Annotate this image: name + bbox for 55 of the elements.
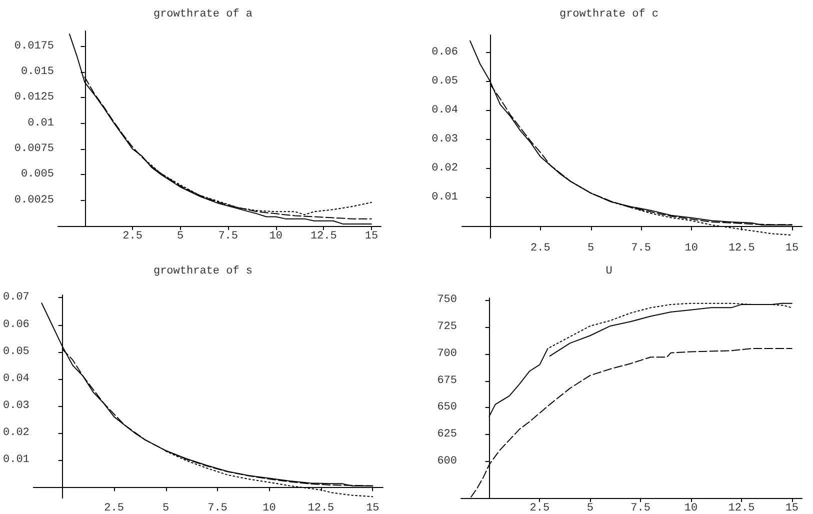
y-tick-label: 0.01: [3, 454, 30, 466]
y-tick-label: 675: [437, 374, 457, 387]
x-tick-label: 15: [366, 502, 380, 514]
y-tick-label: 0.02: [432, 162, 458, 174]
y-tick-label: 0.0125: [14, 92, 54, 104]
y-tick-label: 0.015: [20, 66, 54, 78]
y-tick-label: 0.01: [28, 117, 54, 130]
y-tick-label: 0.03: [3, 400, 30, 412]
y-tick-label: 0.06: [432, 46, 458, 58]
x-tick-label: 5: [162, 502, 170, 514]
y-tick-label: 0.01: [432, 191, 458, 204]
y-tick-label: 0.03: [432, 133, 458, 146]
x-tick-label: 2.5: [122, 230, 142, 242]
x-tick-label: 10: [269, 230, 282, 242]
x-tick-label: 2.5: [530, 502, 550, 514]
y-tick-label: 625: [437, 428, 457, 441]
y-tick-label: 700: [437, 348, 457, 360]
y-tick-label: 725: [437, 321, 457, 334]
y-tick-label: 750: [437, 294, 457, 306]
x-tick-label: 2.5: [104, 502, 124, 514]
x-tick-label: 5: [587, 242, 594, 254]
y-tick-label: 0.04: [432, 104, 458, 116]
x-tick-label: 7.5: [630, 502, 650, 514]
y-tick-label: 0.07: [3, 292, 30, 304]
x-tick-label: 7.5: [218, 230, 238, 242]
x-tick-label: 2.5: [530, 242, 550, 254]
y-tick-label: 0.0175: [14, 40, 54, 52]
x-tick-label: 5: [177, 230, 184, 242]
y-tick-label: 650: [437, 402, 457, 414]
y-tick-label: 0.05: [432, 75, 458, 88]
y-tick-label: 0.05: [3, 346, 30, 358]
x-tick-label: 10: [684, 242, 698, 254]
x-tick-label: 7.5: [631, 242, 651, 254]
y-tick-label: 600: [437, 455, 457, 468]
y-tick-label: 0.06: [3, 318, 30, 331]
x-tick-label: 12.5: [728, 242, 755, 254]
x-tick-label: 12.5: [308, 502, 334, 514]
x-tick-label: 10: [684, 502, 698, 514]
y-tick-label: 0.0025: [14, 194, 54, 206]
x-tick-label: 12.5: [310, 230, 337, 242]
x-tick-label: 15: [785, 502, 799, 514]
chart-title: growthrate of c: [559, 8, 659, 20]
y-tick-label: 0.0075: [14, 143, 54, 156]
x-tick-label: 5: [586, 502, 594, 514]
x-tick-label: 7.5: [208, 502, 228, 514]
chart-title: growthrate of a: [153, 8, 253, 20]
x-tick-label: 12.5: [728, 502, 755, 514]
y-tick-label: 0.02: [3, 427, 30, 440]
x-tick-label: 10: [262, 502, 276, 514]
y-tick-label: 0.005: [20, 168, 54, 181]
chart-title: growthrate of s: [153, 266, 253, 278]
x-tick-label: 15: [364, 230, 378, 242]
x-tick-label: 15: [785, 242, 799, 254]
y-tick-label: 0.04: [3, 372, 30, 385]
chart-title: U: [606, 266, 612, 278]
